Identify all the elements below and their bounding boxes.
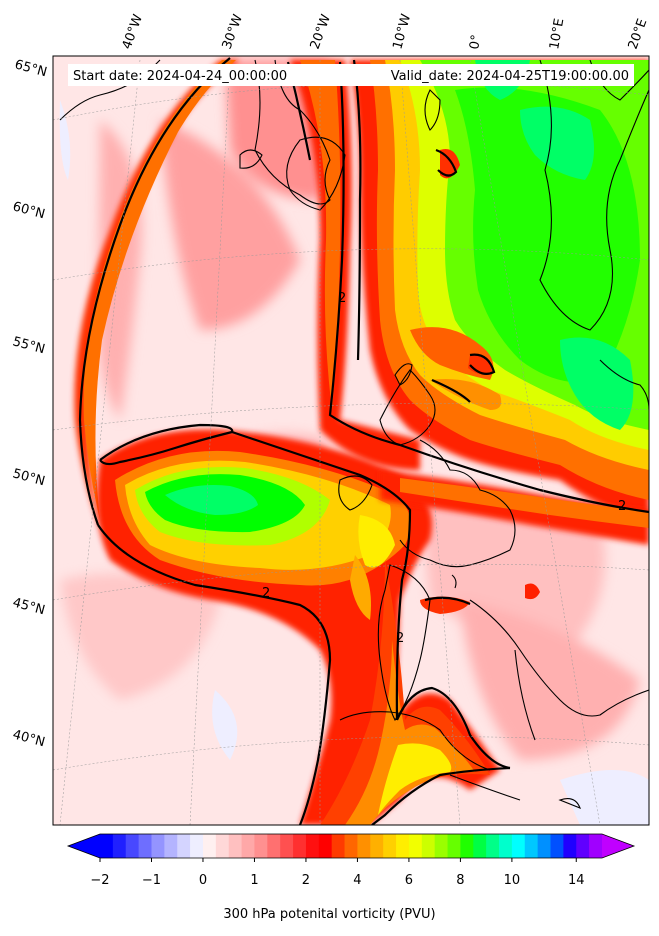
lon-label-40w: 40°W	[120, 12, 146, 51]
colorbar-cell	[357, 834, 371, 858]
lat-label-40n: 40°N	[11, 727, 47, 750]
colorbar-tick-label: −2	[90, 873, 109, 888]
contour-label-c: 2	[338, 291, 346, 306]
graticule	[53, 59, 649, 825]
colorbar-tick-label: 4	[353, 873, 361, 888]
colorbar-cell	[177, 834, 191, 858]
colorbar-cell	[112, 834, 127, 858]
valid-date-text: Valid_date: 2024-04-25T19:00:00.00	[391, 69, 629, 84]
colorbar-cell	[370, 834, 384, 858]
colorbar-cell	[408, 834, 423, 858]
colorbar-tick-label: −1	[142, 873, 161, 888]
colorbar-cell	[151, 834, 165, 858]
colorbar-cell	[421, 834, 436, 858]
colorbar-tick-label: 0	[199, 873, 207, 888]
colorbar-cell	[164, 834, 178, 858]
colorbar-extend-high	[602, 834, 634, 858]
latitude-labels: 65°N 60°N 55°N 50°N 45°N 40°N	[11, 57, 49, 750]
colorbar-cell	[511, 834, 526, 858]
lon-label-20w: 20°W	[308, 12, 334, 51]
lat-label-55n: 55°N	[11, 334, 47, 357]
lon-label-20e: 20°E	[626, 17, 651, 52]
header-box	[68, 64, 634, 86]
colorbar-cell	[563, 834, 577, 858]
colorbar-extend-low	[68, 834, 100, 858]
map-field: 2 2 2 2	[53, 56, 649, 825]
colorbar-cell	[447, 834, 462, 858]
colorbar-cell	[125, 834, 140, 858]
colorbar-label: 300 hPa potenital vorticity (PVU)	[223, 907, 436, 922]
colorbar-cell	[576, 834, 590, 858]
colorbar-cell	[280, 834, 294, 858]
colorbar-tick-label: 8	[456, 873, 464, 888]
colorbar-cell	[228, 834, 243, 858]
colorbar-cell	[396, 834, 410, 858]
colorbar-tick-label: 6	[405, 873, 413, 888]
colorbar-cell	[267, 834, 281, 858]
contour-label-a: 2	[262, 586, 270, 601]
colorbar-cell	[202, 834, 217, 858]
contour-labels: 2 2 2 2	[262, 291, 626, 646]
lat-label-60n: 60°N	[11, 199, 47, 222]
start-date-text: Start date: 2024-04-24_00:00:00	[73, 69, 287, 84]
lon-label-10e: 10°E	[547, 17, 567, 50]
lat-label-45n: 45°N	[11, 595, 47, 618]
lat-label-50n: 50°N	[11, 466, 47, 489]
colorbar-cell	[305, 834, 320, 858]
colorbar-cell	[100, 834, 114, 858]
colorbar-cell	[550, 834, 564, 858]
colorbar-cell	[537, 834, 552, 858]
colorbar-cell	[434, 834, 449, 858]
colorbar-cell	[215, 834, 230, 858]
colorbar-cell	[241, 834, 256, 858]
pv2-contours	[78, 57, 649, 825]
colorbar-cell	[318, 834, 333, 858]
colorbar: −2 −1 0 1 2 4 6 8 10 14	[66, 833, 636, 888]
colorbar-cell	[473, 834, 487, 858]
colorbar-tick-label: 1	[250, 873, 258, 888]
colorbar-cell	[254, 834, 268, 858]
colorbar-cell	[460, 834, 474, 858]
colorbar-cell	[331, 834, 346, 858]
colorbar-cell	[383, 834, 397, 858]
lat-label-65n: 65°N	[13, 57, 49, 80]
colorbar-cell	[499, 834, 513, 858]
lon-label-10w: 10°W	[390, 12, 414, 51]
colorbar-cell	[589, 834, 603, 858]
colorbar-tick-label: 14	[568, 873, 585, 888]
colorbar-tick-label: 10	[504, 873, 521, 888]
colorbar-cell	[486, 834, 500, 858]
lon-label-30w: 30°W	[220, 12, 246, 51]
contour-label-d: 2	[618, 499, 626, 514]
colorbar-cell	[190, 834, 204, 858]
lon-label-0: 0°	[467, 34, 484, 51]
colorbar-cell	[138, 834, 153, 858]
colorbar-cell	[293, 834, 307, 858]
colorbar-tick-label: 2	[302, 873, 310, 888]
longitude-labels: 40°W 30°W 20°W 10°W 0° 10°E 20°E	[120, 12, 651, 51]
map-frame	[52, 55, 650, 826]
contour-label-b: 2	[396, 631, 404, 646]
colorbar-cell	[344, 834, 359, 858]
colorbar-cell	[524, 834, 539, 858]
